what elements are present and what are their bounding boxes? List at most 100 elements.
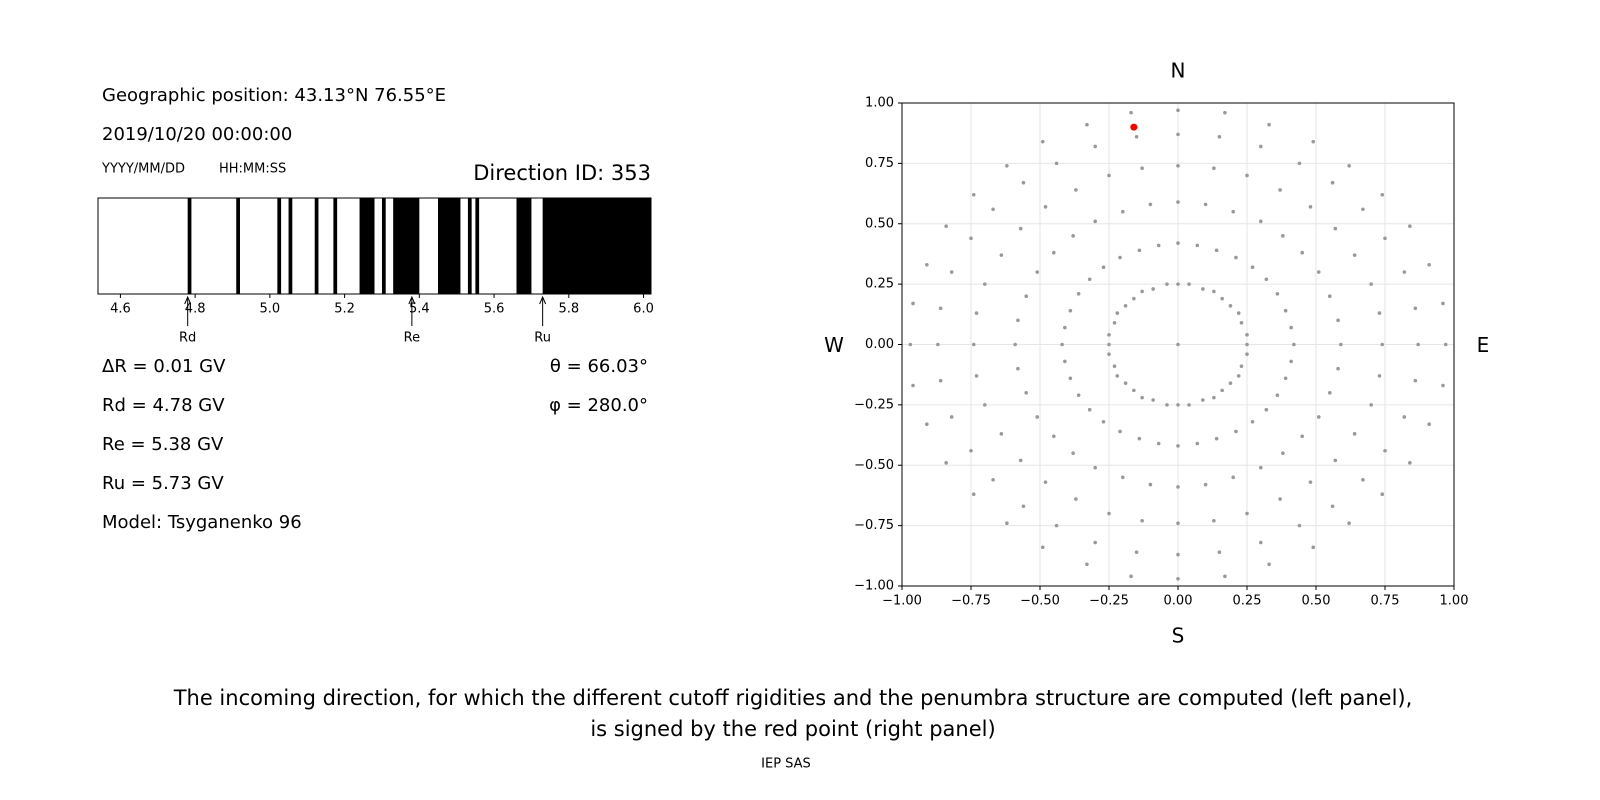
- plot-frame: [97, 197, 652, 295]
- point: [1151, 398, 1155, 402]
- compass-label: W: [824, 333, 844, 357]
- point: [1203, 202, 1208, 207]
- point: [1140, 166, 1144, 171]
- point: [1267, 562, 1271, 567]
- delta-r: ΔR = 0.01 GV: [102, 356, 226, 377]
- point: [1071, 451, 1075, 455]
- point: [1380, 342, 1385, 347]
- point: [1333, 458, 1338, 463]
- point: [1093, 540, 1097, 545]
- point: [1068, 376, 1073, 381]
- point: [949, 270, 954, 274]
- band: [516, 198, 532, 294]
- marker-label: Re: [404, 331, 420, 346]
- point: [1380, 492, 1385, 497]
- point: [1156, 243, 1161, 248]
- point: [1352, 253, 1357, 257]
- point: [1283, 308, 1288, 313]
- point: [1107, 511, 1111, 516]
- point: [1016, 366, 1020, 371]
- point: [1214, 248, 1219, 253]
- point: [1336, 318, 1340, 323]
- point: [1441, 383, 1445, 388]
- point: [1217, 550, 1222, 554]
- point: [1130, 123, 1138, 131]
- point: [1275, 393, 1280, 398]
- point: [1239, 320, 1244, 325]
- y-tick-label: −0.50: [854, 458, 894, 473]
- point: [1018, 458, 1023, 463]
- point: [1201, 398, 1205, 402]
- point: [1427, 422, 1431, 426]
- compass-label: N: [1171, 59, 1186, 83]
- point: [1443, 342, 1448, 347]
- point: [1040, 545, 1045, 550]
- point: [1278, 188, 1282, 192]
- band: [288, 198, 293, 294]
- point: [1275, 291, 1280, 296]
- point: [1176, 108, 1180, 113]
- phi: φ = 280.0°: [549, 395, 648, 416]
- point: [1016, 318, 1020, 323]
- point: [1024, 391, 1028, 395]
- ru-text: Ru = 5.73 GV: [102, 473, 224, 494]
- point: [1176, 200, 1180, 204]
- point: [1361, 207, 1365, 212]
- point: [1021, 180, 1026, 185]
- point: [1121, 475, 1125, 480]
- point: [1212, 289, 1216, 294]
- x-tick-label: −0.50: [1020, 594, 1060, 609]
- x-tick-label: 4.6: [110, 302, 131, 317]
- date-format: YYYY/MM/DD: [101, 162, 185, 177]
- point: [1134, 550, 1139, 554]
- rd-text: Rd = 4.78 GV: [102, 395, 225, 416]
- point: [1281, 451, 1285, 455]
- caption-line: The incoming direction, for which the di…: [173, 686, 1413, 710]
- point: [1129, 110, 1133, 115]
- point: [1259, 144, 1263, 149]
- point: [936, 342, 940, 347]
- point: [1107, 352, 1111, 356]
- point: [1087, 277, 1092, 282]
- point: [1085, 562, 1089, 567]
- x-tick-label: 0.25: [1233, 594, 1262, 609]
- marker-arrow-head: [539, 295, 547, 305]
- point: [1297, 523, 1302, 528]
- point: [1250, 419, 1255, 424]
- point: [1408, 461, 1412, 465]
- point: [1383, 448, 1387, 453]
- point: [1264, 277, 1269, 282]
- point: [1107, 342, 1111, 347]
- point: [1176, 241, 1180, 245]
- point: [1203, 482, 1208, 487]
- point: [1068, 308, 1073, 313]
- point: [1336, 366, 1340, 371]
- y-tick-label: 1.00: [865, 96, 894, 111]
- point: [1137, 248, 1142, 253]
- point: [1339, 342, 1343, 347]
- x-tick-label: 5.8: [558, 302, 579, 317]
- x-tick-label: 0.50: [1302, 594, 1331, 609]
- footer: IEP SAS: [761, 757, 811, 772]
- point: [925, 263, 929, 267]
- point: [1085, 122, 1089, 127]
- point: [1176, 163, 1180, 168]
- point: [1187, 282, 1191, 286]
- point: [1101, 265, 1106, 270]
- band: [475, 198, 480, 294]
- point: [991, 207, 995, 212]
- point: [1021, 504, 1026, 509]
- point: [1245, 352, 1249, 356]
- point: [1330, 504, 1335, 509]
- point: [1250, 265, 1255, 270]
- caption-line: is signed by the red point (right panel): [590, 717, 995, 741]
- left-panel: Geographic position: 43.13°N 76.55°E 201…: [97, 85, 654, 533]
- x-tick-label: −0.75: [951, 594, 991, 609]
- point: [1018, 226, 1023, 231]
- point: [1140, 395, 1144, 400]
- point: [1201, 287, 1205, 291]
- y-tick-label: 0.00: [865, 337, 894, 352]
- point: [983, 403, 987, 407]
- point: [1060, 342, 1064, 347]
- point: [1140, 518, 1144, 523]
